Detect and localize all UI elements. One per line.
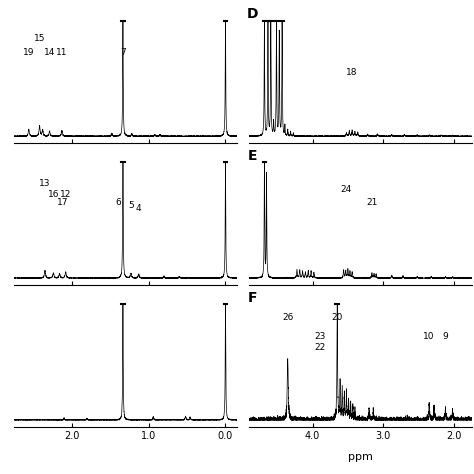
Text: 7: 7 xyxy=(120,48,126,57)
Text: 5: 5 xyxy=(128,201,134,210)
Text: 10: 10 xyxy=(423,332,435,341)
Text: 21: 21 xyxy=(366,199,378,208)
Text: 26: 26 xyxy=(282,313,293,322)
Text: D: D xyxy=(246,7,258,21)
Text: 6: 6 xyxy=(115,199,121,208)
Text: 15: 15 xyxy=(34,35,46,44)
Text: 14: 14 xyxy=(44,48,55,57)
Text: 16: 16 xyxy=(48,190,59,199)
Text: 24: 24 xyxy=(341,184,352,193)
Text: 11: 11 xyxy=(56,48,68,57)
Text: 12: 12 xyxy=(60,190,72,199)
Text: 19: 19 xyxy=(23,48,35,57)
Text: 4: 4 xyxy=(136,204,141,213)
Text: 23: 23 xyxy=(314,332,325,341)
Text: 13: 13 xyxy=(39,179,51,188)
Text: F: F xyxy=(247,291,257,305)
Text: ppm: ppm xyxy=(348,452,373,462)
Text: 20: 20 xyxy=(332,313,343,322)
Text: E: E xyxy=(247,149,257,163)
Text: 22: 22 xyxy=(314,343,325,352)
Text: 9: 9 xyxy=(443,332,448,341)
Text: 17: 17 xyxy=(57,199,68,208)
Text: 18: 18 xyxy=(346,68,358,76)
